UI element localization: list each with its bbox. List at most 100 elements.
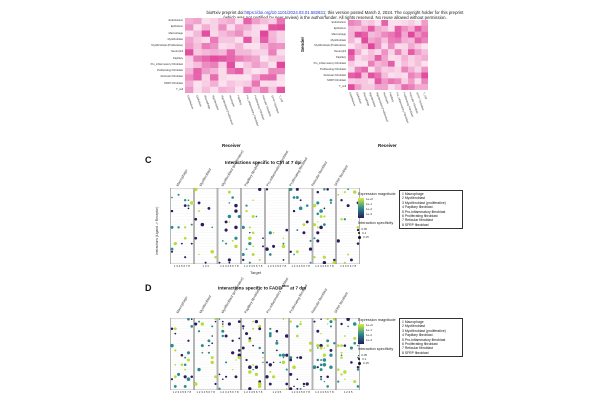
interaction-dot: [337, 380, 340, 383]
interaction-dot: [228, 221, 231, 223]
heat-cell: [276, 74, 285, 81]
interaction-dot: [234, 236, 238, 240]
heat-cell: [210, 18, 219, 25]
interaction-dot: [231, 239, 234, 242]
heat-cell: [374, 37, 382, 44]
interaction-dot: [317, 221, 319, 223]
interaction-dot: [170, 225, 174, 229]
heat-cell: [348, 20, 355, 27]
heat-cell: [201, 18, 211, 25]
interaction-dot: [308, 247, 313, 251]
interaction-dot: [254, 319, 259, 324]
interaction-dot: [356, 385, 360, 388]
interaction-dot: [352, 190, 357, 194]
heat-cell: [408, 49, 415, 56]
interaction-dot: [332, 318, 336, 321]
heat-cell: [388, 72, 395, 79]
interaction-dot: [227, 190, 231, 194]
heat-cell: [374, 43, 382, 50]
interaction-dot: [187, 199, 190, 202]
heat-cell: [388, 49, 395, 56]
interaction-dot: [272, 231, 275, 234]
interaction-dot: [251, 214, 255, 219]
heat-cell: [185, 43, 194, 50]
heat-cell: [251, 80, 261, 87]
heatmap-left: [185, 18, 285, 93]
heat-cell: [210, 30, 219, 37]
interaction-dot: [237, 214, 241, 219]
heat-cell: [235, 18, 244, 25]
interaction-dot: [248, 242, 252, 246]
interaction-dot: [316, 226, 319, 229]
interaction-dot: [174, 332, 177, 335]
interaction-dot: [262, 237, 264, 240]
facet-panel: [194, 188, 218, 264]
panel-d-title-sup: MKO: [281, 284, 289, 288]
interaction-dot: [190, 325, 194, 328]
heatmap-row-label: Myofibroblast: [330, 38, 346, 42]
interaction-dot: [237, 349, 241, 352]
heat-cell: [348, 72, 355, 79]
interaction-dot: [353, 336, 357, 340]
interaction-dot: [299, 320, 302, 323]
heat-cell: [408, 37, 415, 44]
key-entry: 7 Reticular fibroblast: [402, 346, 433, 351]
interaction-dot: [262, 245, 264, 248]
heat-cell: [218, 43, 227, 50]
interaction-dot: [252, 199, 254, 202]
interaction-dot: [292, 365, 296, 369]
interaction-dot: [271, 375, 276, 379]
heat-cell: [348, 55, 355, 62]
heat-cell: [193, 61, 202, 69]
interaction-dot: [242, 258, 245, 262]
heat-cell: [226, 24, 236, 31]
interaction-dot: [262, 361, 264, 364]
interaction-dot: [357, 356, 359, 359]
interaction-dot: [174, 349, 177, 352]
interaction-dot: [231, 351, 235, 355]
heat-cell: [374, 31, 382, 38]
interaction-dot: [173, 327, 177, 331]
interaction-dot: [281, 244, 286, 249]
heat-cell: [421, 37, 428, 44]
facet-panel: [241, 188, 265, 264]
interaction-dot: [235, 359, 237, 361]
heat-cell: [260, 43, 269, 50]
panel-c-letter: C: [145, 155, 152, 165]
heat-cell: [210, 49, 219, 56]
interaction-dot: [258, 258, 261, 261]
interaction-dot: [289, 356, 293, 360]
heat-cell: [421, 49, 428, 56]
panel-c-key: 1 Macrophage 2 Myofibroblast 3 Myofibrobla…: [399, 190, 463, 230]
heatmap-row-label: Reticular Fibroblast: [160, 75, 183, 79]
interaction-dot: [326, 339, 330, 343]
spec-entry: 0.05: [358, 353, 369, 357]
doi-link[interactable]: https://doi.org/10.1101/2024.03.01.58283…: [244, 10, 326, 15]
spec-dot: [358, 228, 360, 230]
interaction-dot: [198, 253, 200, 256]
heatmap-row-label: Myofibroblast (Proliferative): [151, 44, 183, 47]
heatmap-row-label: T_cell: [176, 87, 183, 91]
expr-value: 1e-2: [366, 207, 373, 211]
heat-cell: [260, 36, 269, 44]
heat-cell: [388, 84, 395, 90]
interaction-dot: [316, 201, 320, 205]
interaction-dot: [190, 223, 193, 226]
heat-cell: [251, 49, 261, 56]
heat-cell: [368, 43, 375, 50]
interaction-dot: [177, 193, 180, 196]
panel-d-dotplot: [170, 318, 360, 390]
spec-entry: 0.05: [358, 227, 369, 231]
heat-cell: [401, 43, 409, 50]
heat-cell: [361, 49, 369, 56]
heat-cell: [185, 30, 194, 37]
heat-cell: [348, 66, 355, 73]
heat-cell: [226, 55, 236, 62]
heat-cell: [388, 55, 395, 62]
heat-cell: [210, 61, 219, 69]
interaction-dot: [180, 363, 184, 367]
facet-ticks: 1 2 3 4 5 6 7 8: [315, 264, 334, 268]
panel-c-title: Interactions specific to Ctrl at 7 dpi: [225, 160, 302, 165]
interaction-dot: [329, 365, 333, 369]
heat-cell: [361, 84, 369, 90]
